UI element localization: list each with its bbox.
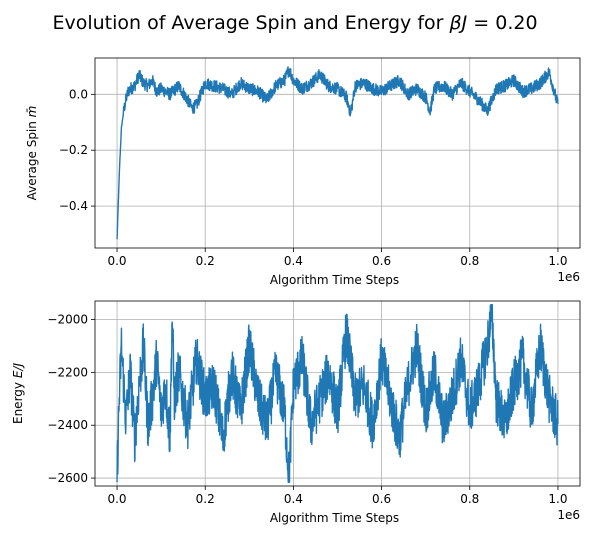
spin-subplot: 0.0 0.2 0.4 0.6 0.8 1.0 −0.4 −0.2 0.0 1e6 Algorith…	[25, 57, 581, 287]
energy-x-tick-label: 0.6	[372, 492, 391, 506]
spin-y-axis-label-math: m̄	[25, 106, 39, 118]
figure-title: Evolution of Average Spin and Energy for…	[52, 12, 537, 34]
spin-y-tick-label: −0.2	[59, 143, 88, 157]
spin-x-axis-label: Algorithm Time Steps	[270, 273, 399, 287]
energy-x-tick-label: 0.2	[196, 492, 215, 506]
spin-x-tick-label: 0.0	[107, 254, 126, 268]
spin-y-axis-label-text: Average Spin	[25, 117, 39, 200]
energy-subplot: 0.0 0.2 0.4 0.6 0.8 1.0 −2600 −2400 −2200 −2000 1e…	[11, 300, 581, 525]
spin-axes-frame	[94, 57, 581, 249]
spin-y-tick-label: −0.4	[59, 199, 88, 213]
spin-x-tick-label: 0.6	[372, 254, 391, 268]
spin-y-tick-label: 0.0	[69, 87, 88, 101]
figure-title-math-symbol: βJ	[449, 12, 468, 34]
energy-x-axis-label: Algorithm Time Steps	[270, 511, 399, 525]
energy-y-tick-label: −2200	[47, 365, 88, 379]
figure-title-math-value: = 0.20	[467, 12, 537, 34]
energy-y-tick-label: −2000	[47, 313, 88, 327]
energy-y-tick-label: −2400	[47, 418, 88, 432]
energy-axes-frame	[94, 300, 581, 487]
energy-x-tick-label: 0.8	[460, 492, 479, 506]
spin-series-line	[116, 66, 559, 240]
energy-y-axis-label-text: Energy	[11, 378, 25, 424]
energy-y-axis-label-math: E/J	[11, 363, 25, 379]
energy-x-tick-label: 0.0	[107, 492, 126, 506]
figure-title-text: Evolution of Average Spin and Energy for	[52, 12, 449, 34]
energy-y-axis-label: Energy E/J	[11, 363, 25, 424]
energy-y-tick-label: −2600	[47, 471, 88, 485]
spin-x-tick-label: 0.4	[284, 254, 303, 268]
spin-x-offset-label: 1e6	[557, 270, 580, 284]
spin-x-tick-label: 1.0	[548, 254, 567, 268]
energy-x-tick-label: 0.4	[284, 492, 303, 506]
spin-y-axis-label: Average Spin m̄	[25, 106, 39, 201]
energy-series-line	[116, 304, 559, 483]
energy-x-tick-label: 1.0	[548, 492, 567, 506]
spin-x-tick-label: 0.8	[460, 254, 479, 268]
energy-x-offset-label: 1e6	[557, 508, 580, 522]
spin-x-tick-label: 0.2	[196, 254, 215, 268]
